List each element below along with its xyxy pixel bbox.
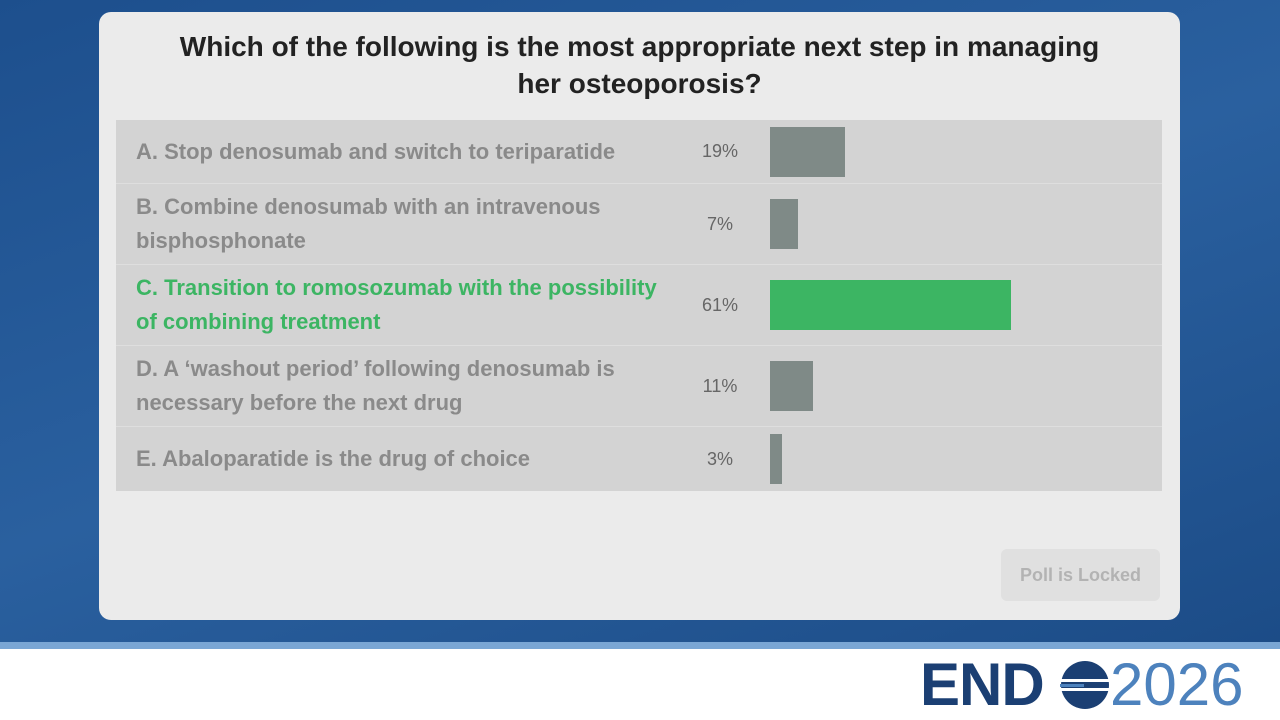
percent-label: 19%: [701, 141, 739, 161]
result-bar: [770, 434, 782, 484]
percent-label: 11%: [702, 375, 738, 396]
options: A. Stop denosumab and switch to teripara…: [116, 120, 1162, 491]
option-text: A. Stop denosumab and switch to teripara…: [136, 138, 616, 164]
option-text: D. A ‘washout period’ following denosuma…: [136, 356, 615, 415]
result-bar: [770, 126, 846, 177]
option-row: B. Combine denosumab with an intravenous…: [116, 184, 1162, 265]
logo-year: 2026: [1110, 651, 1244, 718]
result-bar: [770, 280, 1011, 330]
option-row: E. Abaloparatide is the drug of choice 3%: [116, 427, 1162, 491]
percent-label: 61%: [701, 294, 739, 315]
percent-label: 3%: [706, 448, 733, 469]
percent-label: 7%: [706, 213, 733, 234]
option-text: B. Combine denosumab with an intravenous…: [136, 194, 601, 253]
option-text: C. Transition to romosozumab with the po…: [136, 275, 657, 334]
result-bar: [770, 199, 798, 249]
logo: END 2026: [920, 652, 1270, 718]
poll-card: Which of the following is the most appro…: [99, 12, 1180, 620]
question: Which of the following is the most appro…: [179, 31, 1100, 99]
logo-text: END: [920, 651, 1045, 718]
option-row: D. A ‘washout period’ following denosuma…: [116, 346, 1162, 427]
poll-locked-button: Poll is Locked: [1001, 549, 1160, 601]
result-bar: [770, 361, 814, 411]
logo-globe: [1060, 661, 1110, 709]
option-row: C. Transition to romosozumab with the po…: [116, 265, 1162, 346]
option-text: E. Abaloparatide is the drug of choice: [136, 446, 531, 471]
option-row: A. Stop denosumab and switch to teripara…: [116, 120, 1162, 184]
stripe: [0, 642, 1280, 649]
